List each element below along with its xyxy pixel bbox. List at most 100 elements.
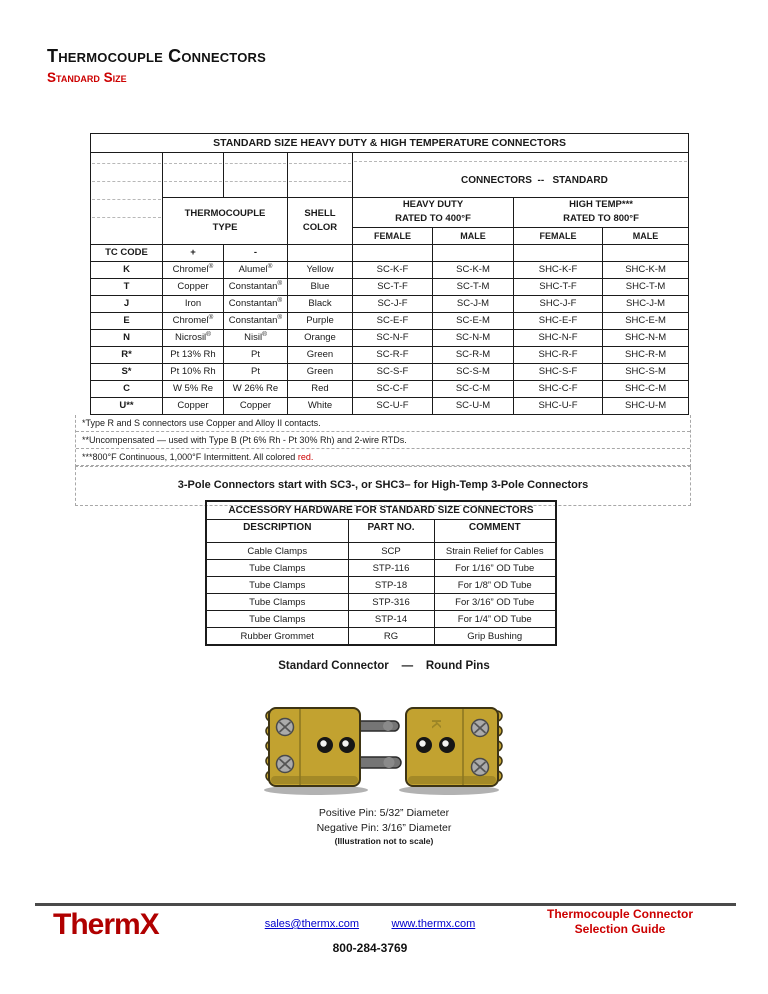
high-temp-female-cell: SHC-N-F xyxy=(513,328,603,347)
high-temp-male-cell: SHC-J-M xyxy=(601,294,690,313)
page-title: Thermocouple Connectors xyxy=(47,46,266,66)
heavy-duty-female-cell: SC-J-F xyxy=(352,294,433,313)
footer-doc-title: Thermocouple Connector Selection Guide xyxy=(546,907,693,936)
positive-lead-cell: Iron xyxy=(162,294,224,313)
heavy-duty-header: HEAVY DUTY RATED TO 400°F xyxy=(352,197,514,228)
comment-cell: Grip Bushing xyxy=(433,627,557,646)
website-link[interactable]: www.thermx.com xyxy=(391,918,476,930)
main-table-section: STANDARD SIZE HEAVY DUTY & HIGH TEMPERAT… xyxy=(75,133,691,506)
shell-color-cell: Orange xyxy=(287,328,353,347)
empty-cell xyxy=(432,243,514,262)
description-cell: Cable Clamps xyxy=(205,542,349,560)
partno-cell: STP-14 xyxy=(347,610,435,628)
tc-code-cell: N xyxy=(90,328,163,347)
partno-cell: SCP xyxy=(347,542,435,560)
ghost-cell xyxy=(287,152,353,198)
table-row: Tube Clamps STP-316 For 3/16” OD Tube xyxy=(205,593,557,611)
heavy-duty-male-cell: SC-J-M xyxy=(432,294,514,313)
email-link[interactable]: sales@thermx.com xyxy=(264,918,360,930)
heavy-duty-male-cell: SC-T-M xyxy=(432,277,514,296)
positive-lead-cell: Pt 10% Rh xyxy=(162,362,224,381)
shell-color-cell: White xyxy=(287,396,353,415)
main-table: STANDARD SIZE HEAVY DUTY & HIGH TEMPERAT… xyxy=(89,133,690,415)
footnote: **Uncompensated — used with Type B (Pt 6… xyxy=(76,432,690,449)
ghost-cell xyxy=(162,152,224,198)
negative-lead-cell: Constantan® xyxy=(223,294,288,313)
high-temp-female-cell: SHC-E-F xyxy=(513,311,603,330)
connector-marking: K xyxy=(429,719,444,729)
shell-color-cell: Yellow xyxy=(287,260,353,279)
empty-cell xyxy=(352,243,433,262)
negative-lead-cell: Pt xyxy=(223,362,288,381)
negative-lead-cell: Constantan® xyxy=(223,311,288,330)
heavy-duty-female-cell: SC-U-F xyxy=(352,396,433,415)
high-temp-female-cell: SHC-U-F xyxy=(513,396,603,415)
table-row: S* Pt 10% Rh Pt Green SC-S-F SC-S-M SHC-… xyxy=(90,362,690,381)
screw-icon xyxy=(470,718,490,738)
negative-lead-header: - xyxy=(223,243,288,262)
footer-logo: ThermX xyxy=(53,908,160,941)
heavy-duty-female-cell: SC-T-F xyxy=(352,277,433,296)
negative-lead-cell: Alumel® xyxy=(223,260,288,279)
pin-hole xyxy=(439,737,455,753)
positive-lead-header: + xyxy=(162,243,224,262)
heavy-duty-male-cell: SC-C-M xyxy=(432,379,514,398)
table-row: T Copper Constantan® Blue SC-T-F SC-T-M … xyxy=(90,277,690,296)
high-temp-male-cell: SHC-U-M xyxy=(601,396,690,415)
tc-code-header: TC CODE xyxy=(90,243,163,262)
connectors-standard-header: CONNECTORS -- STANDARD xyxy=(351,152,690,198)
tc-code-cell: C xyxy=(90,379,163,398)
table-row: E Chromel® Constantan® Purple SC-E-F SC-… xyxy=(90,311,690,330)
ghost-cell xyxy=(223,152,288,198)
table-row: Tube Clamps STP-18 For 1/8” OD Tube xyxy=(205,576,557,594)
tc-code-cell: U** xyxy=(90,396,163,415)
description-cell: Tube Clamps xyxy=(205,593,349,611)
high-temp-male-cell: SHC-C-M xyxy=(601,379,690,398)
partno-cell: STP-18 xyxy=(347,576,435,594)
high-temp-female-cell: SHC-C-F xyxy=(513,379,603,398)
comment-cell: For 1/4” OD Tube xyxy=(433,610,557,628)
high-temp-female-cell: SHC-R-F xyxy=(513,345,603,364)
col-header-partno: PART NO. xyxy=(347,519,435,543)
phone-number: 800-284-3769 xyxy=(332,941,408,955)
comment-cell: For 3/16” OD Tube xyxy=(433,593,557,611)
description-cell: Rubber Grommet xyxy=(205,627,349,646)
tc-code-cell: R* xyxy=(90,345,163,364)
positive-lead-cell: Pt 13% Rh xyxy=(162,345,224,364)
heavy-duty-male-cell: SC-K-M xyxy=(432,260,514,279)
comment-cell: For 1/16” OD Tube xyxy=(433,559,557,577)
screw-icon xyxy=(275,754,295,774)
table-row: Rubber Grommet RG Grip Bushing xyxy=(205,627,557,646)
heavy-duty-female-cell: SC-E-F xyxy=(352,311,433,330)
high-temp-female-cell: SHC-T-F xyxy=(513,277,603,296)
male-connector xyxy=(265,707,361,787)
footnote: ***800°F Continuous, 1,000°F Intermitten… xyxy=(76,449,690,466)
table-row: Cable Clamps SCP Strain Relief for Cable… xyxy=(205,542,557,560)
positive-lead-cell: Nicrosil® xyxy=(162,328,224,347)
tc-code-cell: J xyxy=(90,294,163,313)
shell-color-cell: Purple xyxy=(287,311,353,330)
screw-icon xyxy=(470,757,490,777)
positive-pin-label: Positive Pin: 5/32” Diameter xyxy=(318,807,450,819)
table-row: Tube Clamps STP-116 For 1/16” OD Tube xyxy=(205,559,557,577)
heavy-duty-male-cell: SC-E-M xyxy=(432,311,514,330)
comment-cell: Strain Relief for Cables xyxy=(433,542,557,560)
heavy-duty-female-cell: SC-S-F xyxy=(352,362,433,381)
gender-header: MALE xyxy=(601,226,690,245)
partno-cell: STP-116 xyxy=(347,559,435,577)
pin-hole xyxy=(339,737,355,753)
main-table-title: STANDARD SIZE HEAVY DUTY & HIGH TEMPERAT… xyxy=(89,133,690,153)
heavy-duty-male-cell: SC-S-M xyxy=(432,362,514,381)
heavy-duty-female-cell: SC-K-F xyxy=(352,260,433,279)
positive-lead-cell: Copper xyxy=(162,396,224,415)
table-row: J Iron Constantan® Black SC-J-F SC-J-M S… xyxy=(90,294,690,313)
heavy-duty-female-cell: SC-C-F xyxy=(352,379,433,398)
gender-header: FEMALE xyxy=(513,226,603,245)
shell-color-cell: Black xyxy=(287,294,353,313)
positive-lead-cell: Chromel® xyxy=(162,311,224,330)
tc-code-cell: K xyxy=(90,260,163,279)
shell-color-cell: Green xyxy=(287,362,353,381)
empty-cell xyxy=(601,243,690,262)
screw-icon xyxy=(275,717,295,737)
